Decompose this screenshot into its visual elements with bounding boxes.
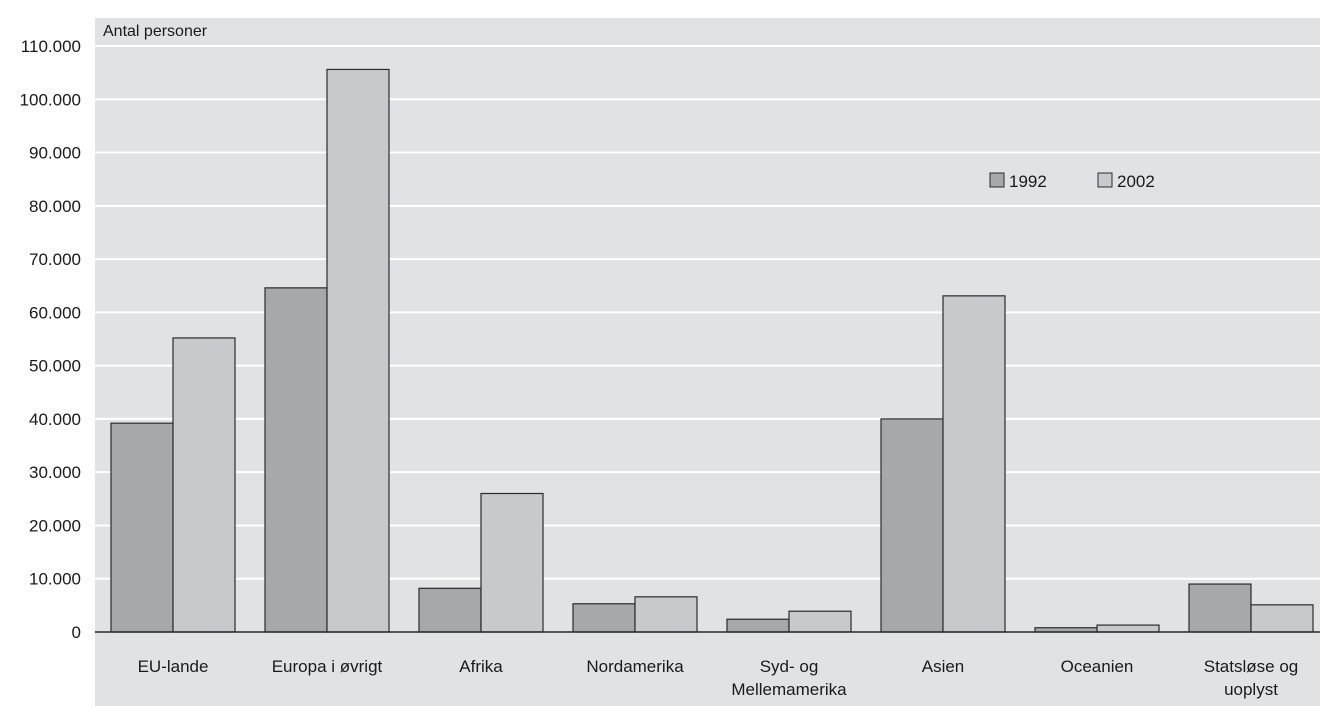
x-category-label-line: EU-lande xyxy=(138,657,209,676)
bar-2002 xyxy=(1250,604,1314,633)
bar-1992 xyxy=(110,422,174,633)
x-category-label-line: Mellemamerika xyxy=(731,680,847,699)
x-category-label-line: Oceanien xyxy=(1061,657,1134,676)
legend-swatch-1992 xyxy=(989,172,1005,188)
x-category-label: Nordamerika xyxy=(586,657,684,676)
y-tick-label: 60.000 xyxy=(29,303,81,322)
x-category-label-line: Syd- og xyxy=(760,657,819,676)
legend: 1992 2002 xyxy=(989,172,1155,191)
x-category-label-line: Nordamerika xyxy=(586,657,684,676)
legend-label-2002: 2002 xyxy=(1117,172,1155,191)
x-category-label: Syd- og Mellemamerika xyxy=(731,657,847,699)
bar-1992 xyxy=(726,618,790,633)
x-category-label: Oceanien xyxy=(1061,657,1134,676)
bar-2002 xyxy=(480,492,544,633)
bar-1992 xyxy=(264,287,328,633)
bar-2002 xyxy=(172,337,236,633)
x-category-label-line: Europa i øvrigt xyxy=(272,657,383,676)
x-category-label: Afrika xyxy=(459,657,503,676)
y-axis-label: Antal personer xyxy=(103,23,208,40)
y-tick-label: 110.000 xyxy=(21,37,81,56)
y-tick-label: 10.000 xyxy=(29,570,81,589)
bar-1992 xyxy=(572,603,636,633)
x-category-label: Statsløse og uoplyst xyxy=(1204,657,1299,699)
x-category-label: Europa i øvrigt xyxy=(272,657,383,676)
x-category-label-line: Statsløse og xyxy=(1204,657,1299,676)
bar-1992 xyxy=(418,587,482,633)
bar-2002 xyxy=(942,295,1006,633)
y-tick-label: 0 xyxy=(72,623,81,642)
y-tick-label: 70.000 xyxy=(29,250,81,269)
legend-swatch-2002 xyxy=(1097,172,1113,188)
legend-label-1992: 1992 xyxy=(1009,172,1047,191)
y-tick-label: 40.000 xyxy=(29,410,81,429)
bar-2002 xyxy=(1096,624,1160,633)
x-category-label-line: Asien xyxy=(922,657,965,676)
bar-2002 xyxy=(788,610,852,633)
x-category-label-line: uoplyst xyxy=(1224,680,1278,699)
y-tick-label: 20.000 xyxy=(29,516,81,535)
y-tick-labels: 0 10.000 20.000 30.000 40.000 50.000 60.000 70.… xyxy=(20,37,81,642)
x-category-label: EU-lande xyxy=(138,657,209,676)
y-tick-label: 80.000 xyxy=(29,197,81,216)
y-tick-label: 50.000 xyxy=(29,357,81,376)
x-category-labels: EU-lande Europa i øvrigt Afrika Nordamerika… xyxy=(138,657,1299,699)
bar-2002 xyxy=(634,596,698,633)
x-category-label-line: Afrika xyxy=(459,657,503,676)
y-tick-label: 100.000 xyxy=(20,90,81,109)
bar-1992 xyxy=(1188,583,1252,633)
x-category-label: Asien xyxy=(922,657,965,676)
bar-1992 xyxy=(880,418,944,633)
y-tick-label: 90.000 xyxy=(29,144,81,163)
bars xyxy=(110,68,1314,633)
y-tick-label: 30.000 xyxy=(29,463,81,482)
bar-2002 xyxy=(326,68,390,633)
